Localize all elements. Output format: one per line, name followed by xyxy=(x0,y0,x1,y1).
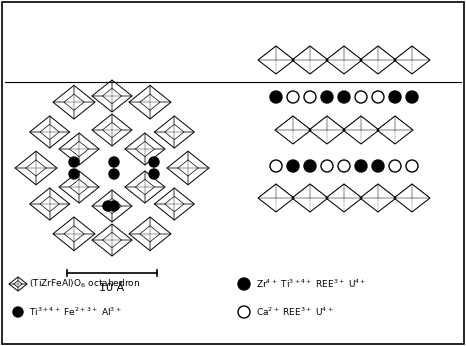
Circle shape xyxy=(109,169,119,179)
Circle shape xyxy=(270,91,282,103)
Circle shape xyxy=(355,160,367,172)
Circle shape xyxy=(287,160,299,172)
Circle shape xyxy=(149,157,159,167)
Circle shape xyxy=(149,169,159,179)
Circle shape xyxy=(372,91,384,103)
Circle shape xyxy=(406,160,418,172)
Circle shape xyxy=(103,201,113,211)
Circle shape xyxy=(304,160,316,172)
Text: Zr$^{4+}$ Ti$^{3+4+}$ REE$^{3+}$ U$^{4+}$: Zr$^{4+}$ Ti$^{3+4+}$ REE$^{3+}$ U$^{4+}… xyxy=(256,278,367,290)
Circle shape xyxy=(69,169,79,179)
Circle shape xyxy=(238,278,250,290)
Circle shape xyxy=(406,91,418,103)
Circle shape xyxy=(304,91,316,103)
Circle shape xyxy=(389,160,401,172)
Circle shape xyxy=(270,160,282,172)
Text: Ti$^{3+4+}$ Fe$^{2+3+}$ Al$^{3+}$: Ti$^{3+4+}$ Fe$^{2+3+}$ Al$^{3+}$ xyxy=(29,306,122,318)
Circle shape xyxy=(355,91,367,103)
Circle shape xyxy=(389,91,401,103)
Circle shape xyxy=(238,306,250,318)
Text: 10 Å: 10 Å xyxy=(99,283,124,293)
Text: (TiZrFeAl)O$_6$ octahedron: (TiZrFeAl)O$_6$ octahedron xyxy=(29,278,140,290)
Circle shape xyxy=(109,157,119,167)
Circle shape xyxy=(321,160,333,172)
Circle shape xyxy=(13,307,23,317)
Circle shape xyxy=(372,160,384,172)
Circle shape xyxy=(109,201,119,211)
Circle shape xyxy=(69,157,79,167)
Circle shape xyxy=(338,160,350,172)
Circle shape xyxy=(287,91,299,103)
Circle shape xyxy=(321,91,333,103)
Text: Ca$^{2+}$ REE$^{3+}$ U$^{4+}$: Ca$^{2+}$ REE$^{3+}$ U$^{4+}$ xyxy=(256,306,334,318)
Circle shape xyxy=(338,91,350,103)
